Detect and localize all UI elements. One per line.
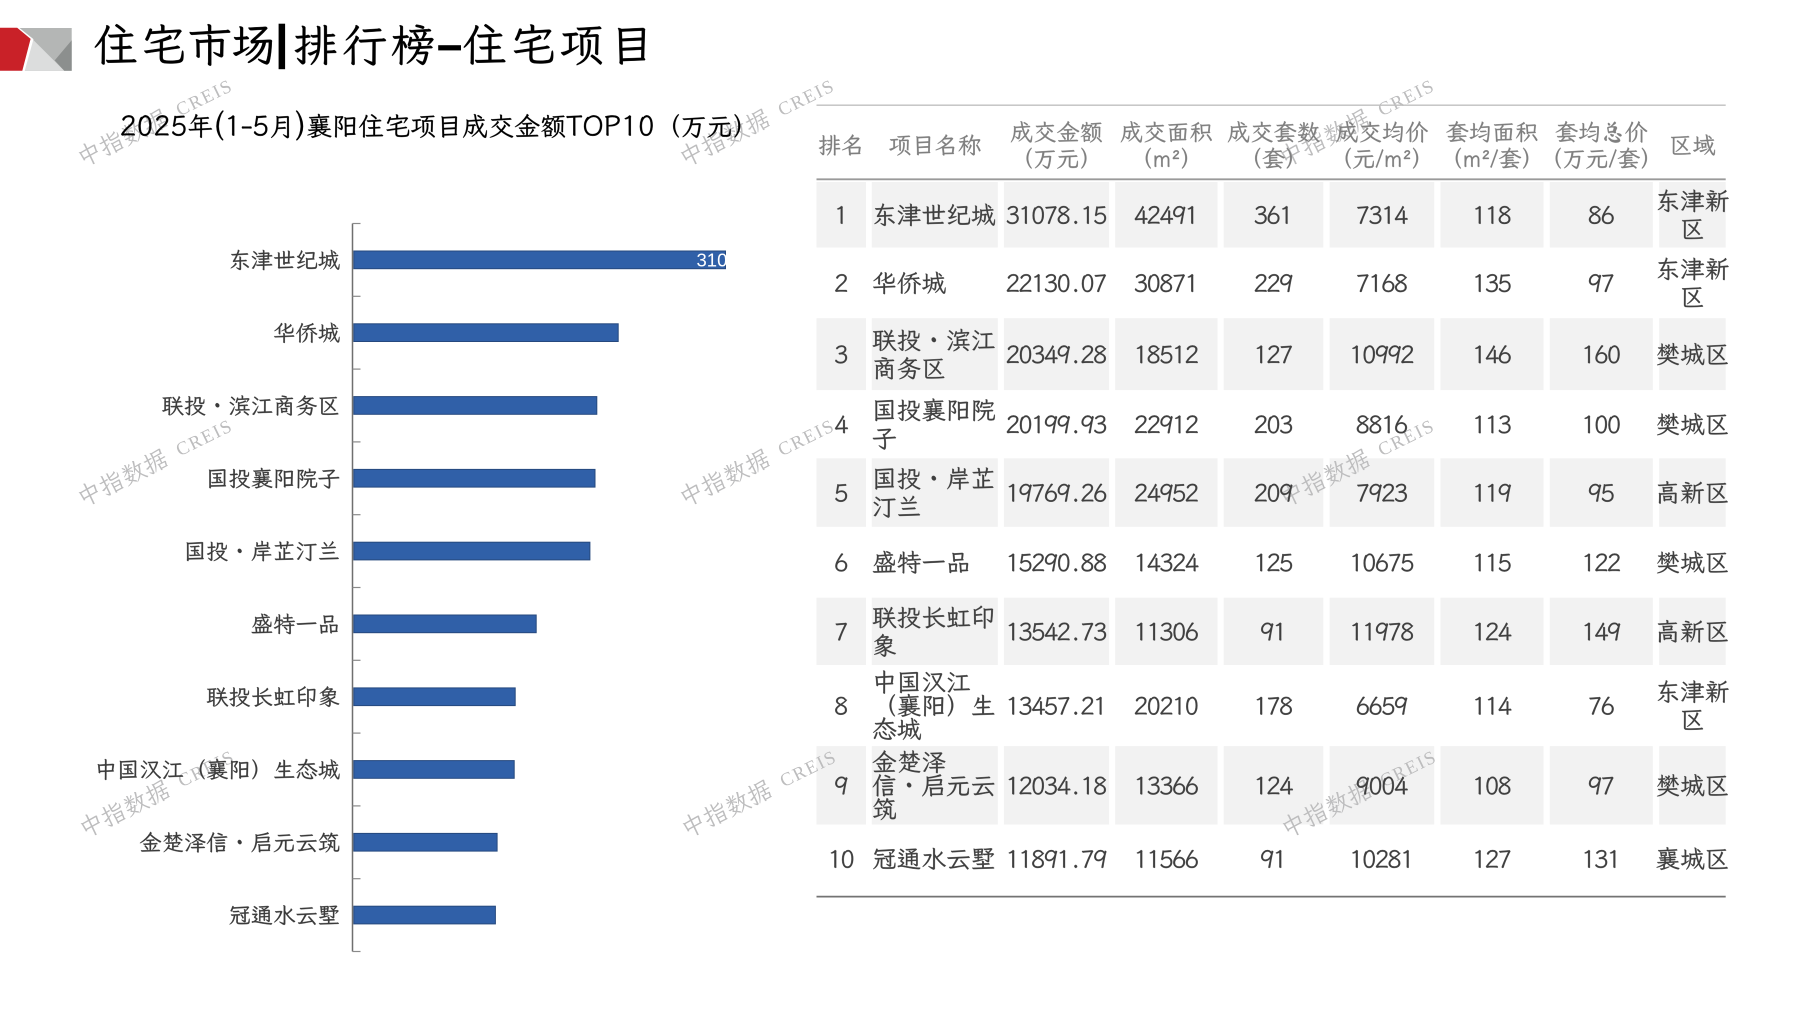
svg-text:31078.15: 31078.15 (697, 250, 774, 271)
